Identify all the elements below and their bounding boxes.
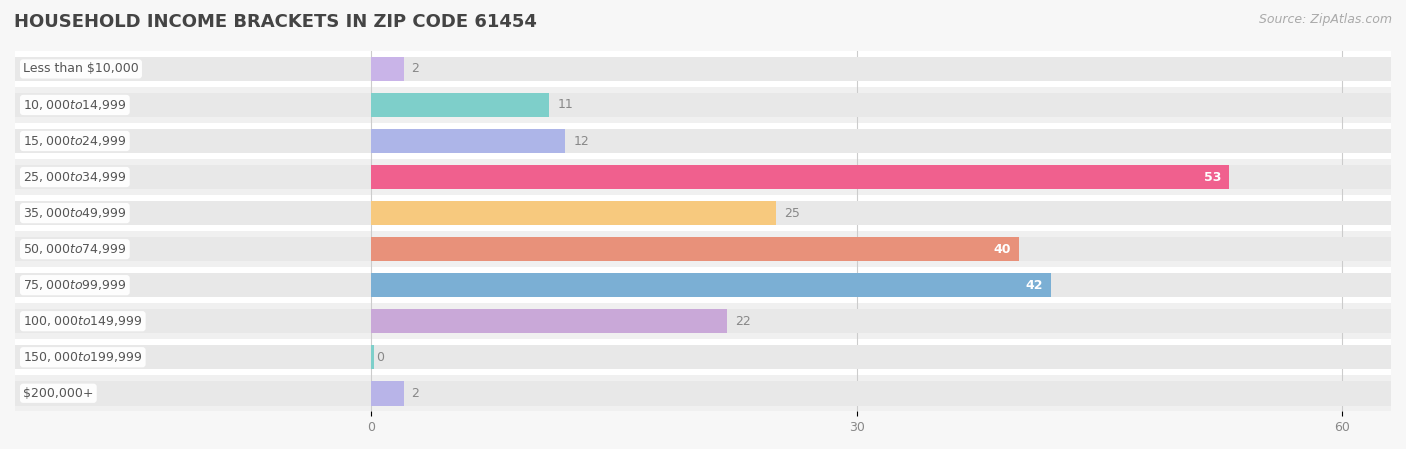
Bar <box>371 237 1019 261</box>
Text: $200,000+: $200,000+ <box>22 387 94 400</box>
Bar <box>15 267 1391 303</box>
Bar <box>15 93 1391 117</box>
Text: $50,000 to $74,999: $50,000 to $74,999 <box>22 242 127 256</box>
Bar <box>371 129 565 153</box>
Bar <box>371 165 1229 189</box>
Text: $75,000 to $99,999: $75,000 to $99,999 <box>22 278 127 292</box>
Bar <box>371 93 550 117</box>
Text: 42: 42 <box>1025 279 1043 292</box>
Text: 11: 11 <box>557 98 574 111</box>
Text: Less than $10,000: Less than $10,000 <box>22 62 139 75</box>
Text: $15,000 to $24,999: $15,000 to $24,999 <box>22 134 127 148</box>
Bar <box>371 273 1052 297</box>
Bar <box>15 195 1391 231</box>
Text: $25,000 to $34,999: $25,000 to $34,999 <box>22 170 127 184</box>
Bar <box>15 51 1391 87</box>
Text: Source: ZipAtlas.com: Source: ZipAtlas.com <box>1258 13 1392 26</box>
Text: HOUSEHOLD INCOME BRACKETS IN ZIP CODE 61454: HOUSEHOLD INCOME BRACKETS IN ZIP CODE 61… <box>14 13 537 31</box>
Text: 2: 2 <box>412 62 419 75</box>
Bar <box>371 57 404 81</box>
Text: 25: 25 <box>785 207 800 220</box>
Bar <box>15 237 1391 261</box>
Bar <box>15 309 1391 334</box>
Bar <box>15 57 1391 81</box>
Bar <box>15 123 1391 159</box>
Text: $35,000 to $49,999: $35,000 to $49,999 <box>22 206 127 220</box>
Text: 22: 22 <box>735 315 751 328</box>
Bar <box>371 345 374 370</box>
Bar <box>15 129 1391 153</box>
Bar <box>371 381 404 405</box>
Text: $10,000 to $14,999: $10,000 to $14,999 <box>22 98 127 112</box>
Bar <box>15 303 1391 339</box>
Bar <box>15 231 1391 267</box>
Bar <box>15 381 1391 405</box>
Bar <box>15 339 1391 375</box>
Bar <box>15 165 1391 189</box>
Bar <box>15 345 1391 370</box>
Bar <box>15 87 1391 123</box>
Text: 40: 40 <box>993 242 1011 255</box>
Bar <box>15 273 1391 297</box>
Bar <box>371 201 776 225</box>
Bar <box>371 309 727 334</box>
Bar <box>15 375 1391 411</box>
Bar <box>15 201 1391 225</box>
Text: 0: 0 <box>375 351 384 364</box>
Text: $150,000 to $199,999: $150,000 to $199,999 <box>22 350 142 364</box>
Text: 12: 12 <box>574 135 589 148</box>
Bar <box>15 159 1391 195</box>
Text: $100,000 to $149,999: $100,000 to $149,999 <box>22 314 142 328</box>
Text: 53: 53 <box>1204 171 1220 184</box>
Text: 2: 2 <box>412 387 419 400</box>
